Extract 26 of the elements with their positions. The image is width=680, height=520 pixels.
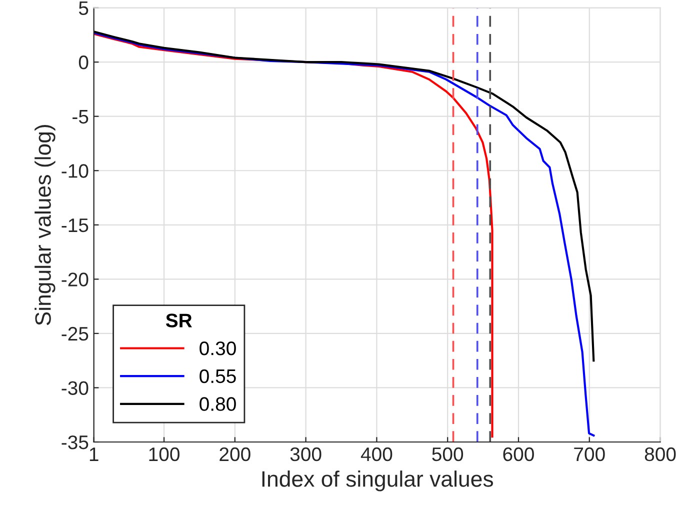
legend-label: 0.55 bbox=[200, 369, 236, 384]
y-tick-label: -20 bbox=[62, 272, 88, 286]
line-series bbox=[94, 32, 595, 437]
x-tick-label: 800 bbox=[644, 447, 676, 462]
x-tick-label: 600 bbox=[503, 447, 534, 462]
y-tick-label: -10 bbox=[62, 164, 88, 178]
y-tick-label: 0 bbox=[78, 56, 88, 70]
x-tick-label: 700 bbox=[574, 447, 605, 462]
legend-label: 0.80 bbox=[200, 397, 236, 411]
y-tick-label: 5 bbox=[78, 1, 88, 16]
x-tick-label: 400 bbox=[360, 447, 392, 462]
y-tick-label: -25 bbox=[62, 326, 88, 341]
x-tick-label: 100 bbox=[149, 447, 180, 462]
legend-label: 0.30 bbox=[200, 341, 236, 356]
y-tick-label: -35 bbox=[62, 435, 88, 450]
y-axis-title: Singular values (log) bbox=[34, 124, 56, 326]
x-tick-label: 1 bbox=[90, 448, 98, 461]
y-tick-label: -30 bbox=[62, 381, 88, 395]
line-series bbox=[94, 30, 595, 362]
legend-title: SR bbox=[166, 314, 192, 328]
x-axis-title: Index of singular values bbox=[262, 470, 494, 492]
y-tick-label: -15 bbox=[62, 218, 88, 232]
x-tick-label: 300 bbox=[290, 447, 322, 462]
x-tick-label: 200 bbox=[220, 447, 250, 462]
y-tick-label: -5 bbox=[72, 110, 88, 124]
x-tick-label: 500 bbox=[432, 447, 464, 462]
